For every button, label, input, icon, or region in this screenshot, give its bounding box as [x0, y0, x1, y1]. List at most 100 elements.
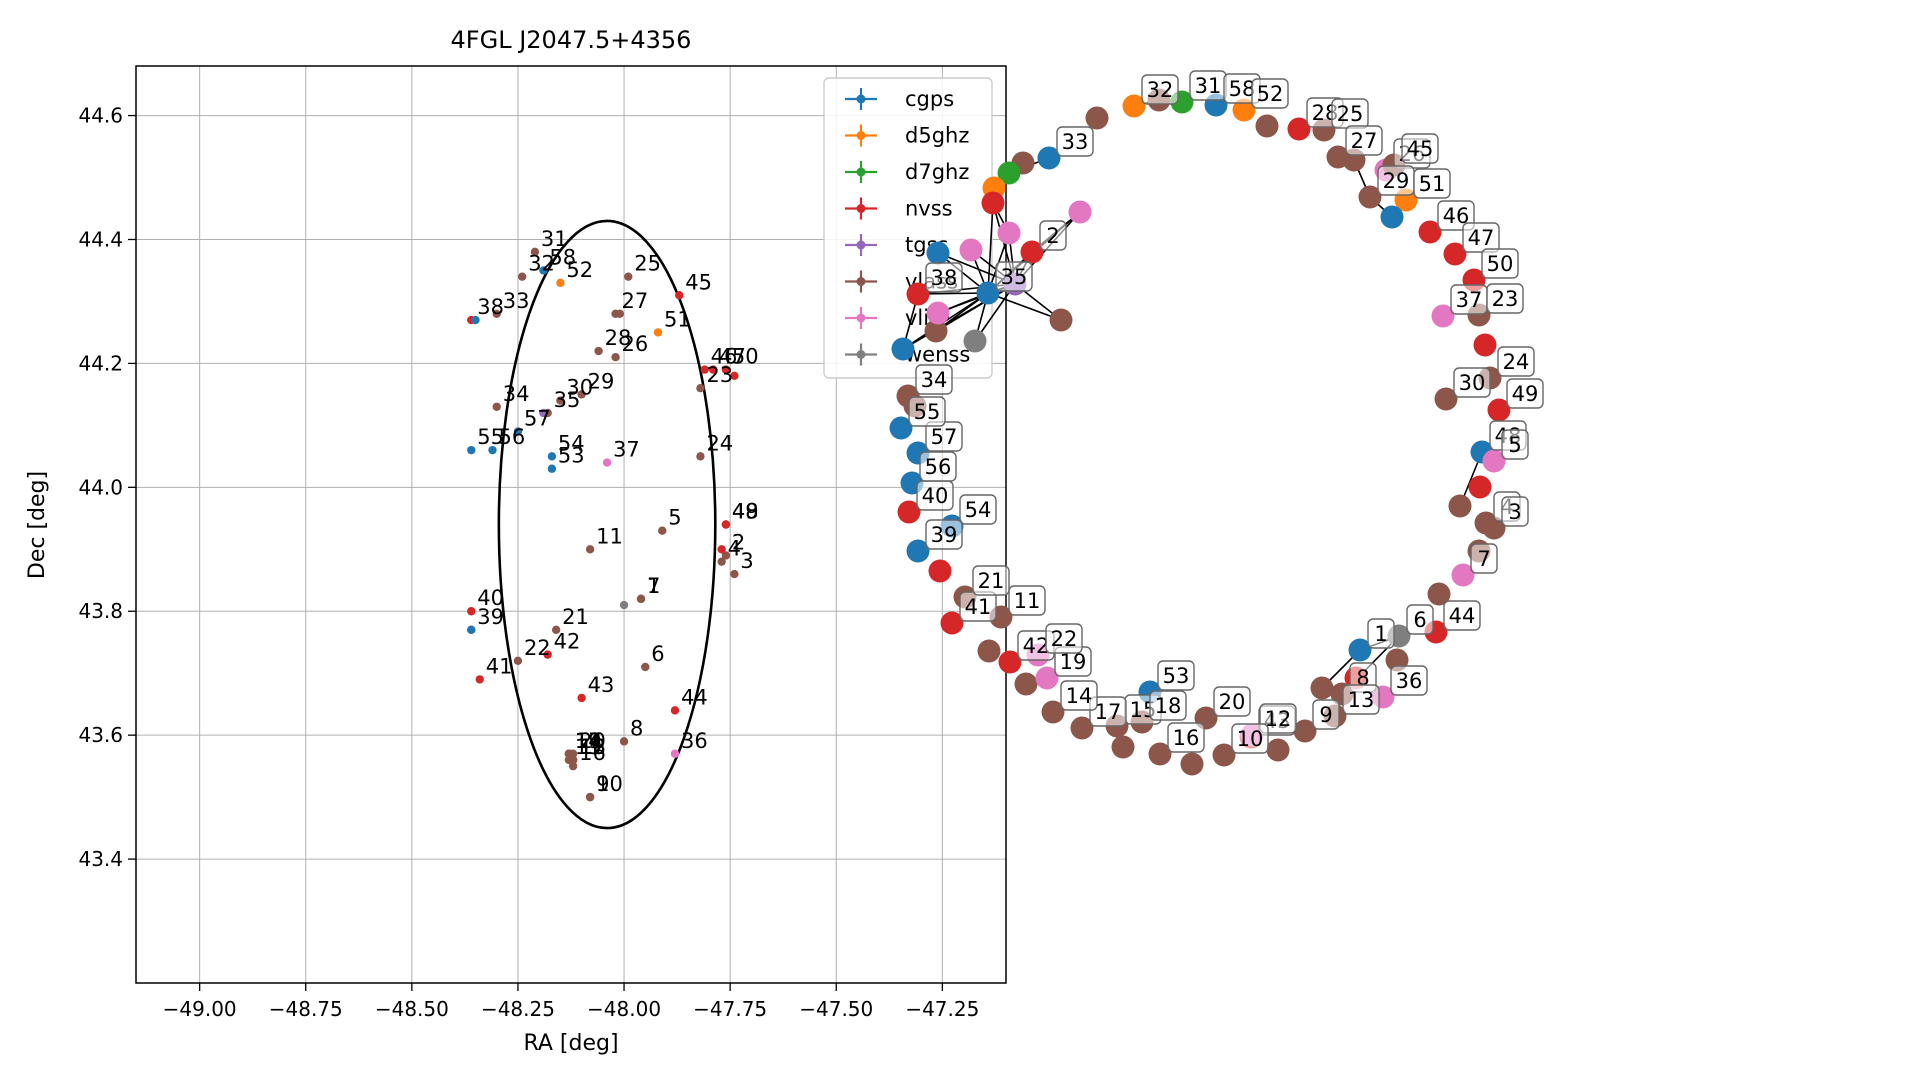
node-label-box — [908, 396, 946, 427]
network-node-cgps — [1380, 205, 1404, 229]
network-node-vlite — [1068, 200, 1092, 224]
network-edge — [987, 202, 994, 294]
point-label: 45 — [685, 270, 712, 294]
node-label: 51 — [1419, 172, 1446, 196]
node-label: 14 — [1066, 684, 1093, 708]
node-label: 27 — [1351, 129, 1378, 153]
network-node-cgps — [906, 539, 930, 563]
network-node-vlass — [1111, 735, 1135, 759]
node-label: 6 — [1413, 608, 1426, 632]
data-point-tgss — [539, 408, 548, 418]
data-point-vlass — [568, 761, 578, 771]
node-label: 32 — [1147, 78, 1174, 102]
node-label: 50 — [1487, 252, 1514, 276]
node-label-box — [925, 262, 963, 293]
point-label: 51 — [664, 307, 691, 331]
legend-entry-nvss: nvss — [905, 197, 953, 221]
node-label-box — [1486, 283, 1524, 314]
point-label: 21 — [562, 605, 589, 629]
point-label: 33 — [503, 289, 530, 313]
data-point-cgps — [513, 427, 523, 436]
data-point-vlass — [658, 526, 667, 535]
node-label-box — [1342, 684, 1380, 715]
legend-marker-vlite-dot — [856, 313, 866, 323]
node-label-box — [1401, 133, 1439, 164]
node-label: 40 — [922, 484, 949, 508]
data-point-nvss — [730, 371, 739, 380]
network-node-d7ghz — [997, 161, 1021, 185]
data-point-nvss — [708, 365, 718, 374]
point-label: 57 — [524, 407, 551, 431]
data-point-vlass — [696, 452, 705, 461]
node-label-box — [1437, 200, 1475, 231]
node-label-box — [1462, 222, 1500, 253]
network-node-vlass — [1014, 672, 1038, 696]
network-node-vlass — [1358, 185, 1382, 209]
data-point-vlass — [577, 390, 586, 399]
point-label: 40 — [477, 586, 504, 610]
node-label: 2 — [1046, 224, 1059, 248]
node-label: 17 — [1095, 700, 1122, 724]
y-tick-label: 44.4 — [78, 227, 123, 251]
x-axis-ticks: −49.00 −48.75 −48.50 −48.25 −48.00 −47.75 −47.… — [163, 983, 979, 1021]
error-ellipse — [497, 219, 717, 830]
data-point-cgps — [547, 452, 557, 461]
data-point-nvss — [467, 607, 476, 616]
network-node-vlass — [1434, 387, 1458, 411]
network-node-vlite — [926, 301, 950, 325]
point-label: 48 — [732, 500, 759, 524]
network-node-vlass — [1070, 716, 1094, 740]
point-label: 22 — [524, 636, 551, 660]
network-node-vlass — [924, 319, 948, 343]
point-label: 16 — [579, 741, 606, 765]
data-point-vlass — [696, 383, 705, 393]
point-label: 25 — [634, 252, 661, 276]
point-label: 5 — [668, 506, 681, 530]
node-label: 1 — [1374, 622, 1387, 646]
point-label: 30 — [566, 376, 593, 400]
node-label: 12 — [1265, 707, 1292, 731]
network-node-d5ghz — [1122, 94, 1146, 118]
point-label: 29 — [588, 369, 615, 393]
data-point-nvss — [721, 365, 731, 374]
network-node-nvss — [1443, 242, 1467, 266]
node-label-box — [1390, 665, 1428, 696]
node-label: 37 — [1456, 288, 1483, 312]
network-node-vlass — [1310, 676, 1334, 700]
network-node-vlite — [1451, 563, 1475, 587]
network-node-vlass — [1085, 106, 1109, 130]
node-label-box — [1470, 543, 1498, 574]
network-edge — [987, 292, 1062, 321]
x-tick-label: −48.50 — [375, 997, 449, 1021]
network-node-nvss — [1468, 475, 1492, 499]
data-point-nvss — [717, 545, 726, 554]
node-label: 11 — [1014, 589, 1041, 613]
data-point-cgps — [467, 445, 476, 455]
y-tick-label: 44.6 — [78, 104, 123, 128]
network-node-cgps — [1037, 146, 1061, 170]
point-label: 11 — [596, 524, 623, 548]
node-label: 58 — [1229, 77, 1256, 101]
data-point-nvss — [475, 675, 484, 684]
node-label-box — [925, 519, 963, 550]
y-axis-label: Dec [deg] — [25, 471, 50, 579]
point-label: 34 — [503, 382, 530, 406]
point-label: 55 — [477, 425, 504, 449]
x-tick-label: −48.75 — [269, 997, 343, 1021]
data-points — [467, 247, 739, 802]
node-label-box — [1157, 660, 1195, 691]
node-label-box — [1453, 367, 1491, 398]
node-label-box — [1231, 723, 1269, 754]
point-label: 54 — [558, 431, 585, 455]
data-point-nvss — [577, 693, 586, 703]
node-label: 42 — [1023, 634, 1050, 658]
node-label-box — [1481, 248, 1519, 279]
x-tick-label: −48.00 — [587, 997, 661, 1021]
data-point-vlass — [492, 309, 501, 319]
node-label: 38 — [931, 266, 958, 290]
point-label: 23 — [706, 363, 733, 387]
node-label-box — [1501, 429, 1529, 460]
network-node-nvss — [998, 650, 1022, 674]
point-label: 37 — [613, 438, 640, 462]
node-label-box — [1413, 168, 1451, 199]
